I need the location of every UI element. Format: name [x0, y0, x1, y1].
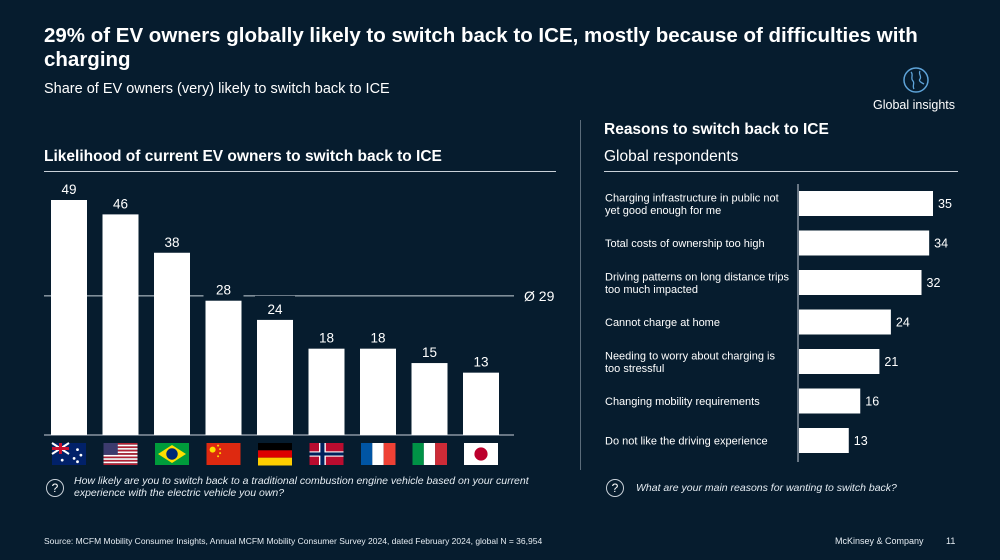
- question-icon: ?: [606, 479, 624, 497]
- reason-bar: [799, 349, 880, 374]
- reason-bar: [799, 388, 861, 414]
- bar-united-states: [102, 214, 139, 435]
- right-title-rule: [604, 171, 958, 172]
- flag-germany-icon: [258, 443, 292, 466]
- reason-label: Charging infrastructure in public not yet…: [605, 192, 779, 217]
- bar-brazil: [154, 252, 190, 435]
- value-label-bg: [409, 339, 450, 362]
- reason-label: Cannot charge at home: [605, 317, 720, 329]
- right-chart-title: Reasons to switch back to ICE: [604, 121, 829, 138]
- reason-bar: [799, 191, 933, 216]
- bar-value-label: 13: [473, 355, 488, 370]
- bar-italy: [411, 363, 448, 435]
- reason-value-label: 21: [884, 355, 898, 369]
- reason-label: Needing to worry about charging is too st…: [605, 350, 775, 375]
- value-label-bg: [203, 276, 244, 299]
- flag-norway-icon: [309, 443, 344, 465]
- value-label-bg: [358, 324, 398, 347]
- bar-value-label: 24: [267, 302, 283, 317]
- value-label-bg: [461, 348, 501, 371]
- bar-germany: [257, 319, 293, 435]
- reason-label: Changing mobility requirements: [605, 396, 760, 408]
- value-label-bg: [49, 176, 89, 198]
- bar-value-label: 28: [216, 283, 231, 298]
- globe-icon: [903, 67, 929, 93]
- page-title: 29% of EV owners globally likely to swit…: [44, 24, 918, 71]
- flag-japan-icon: [464, 443, 498, 465]
- flag-usa-icon: [103, 443, 138, 465]
- reason-value-label: 16: [865, 395, 879, 409]
- reason-value-label: 35: [938, 197, 952, 211]
- bar-france: [360, 348, 396, 435]
- bar-value-label: 18: [319, 331, 334, 346]
- global-insights-label: Global insights: [873, 98, 955, 112]
- left-chart-title: Likelihood of current EV owners to switc…: [44, 148, 442, 165]
- flag-brazil-icon: [155, 443, 189, 465]
- value-label-bg: [255, 295, 295, 318]
- flag-australia-icon: [51, 442, 86, 465]
- page-number: 11: [946, 536, 956, 546]
- bar-value-label: 49: [61, 182, 76, 197]
- value-label-bg: [152, 228, 192, 251]
- reason-label: Total costs of ownership too high: [605, 238, 765, 250]
- question-icon: ?: [46, 479, 64, 497]
- reason-label: Do not like the driving experience: [605, 436, 768, 448]
- source-note: Source: MCFM Mobility Consumer Insights,…: [44, 536, 543, 546]
- bar-norway: [308, 348, 345, 435]
- right-survey-question: What are your main reasons for wanting t…: [636, 482, 897, 494]
- reason-bar: [799, 309, 891, 335]
- reason-label: Driving patterns on long distance trips t…: [605, 271, 790, 296]
- bar-value-label: 46: [113, 196, 128, 211]
- brand-label: McKinsey & Company: [835, 536, 924, 546]
- reason-value-label: 24: [896, 316, 910, 330]
- bar-value-label: 38: [164, 235, 179, 250]
- bar-value-label: 18: [370, 331, 385, 346]
- page-subtitle: Share of EV owners (very) likely to swit…: [44, 81, 390, 97]
- flag-china-icon: [206, 443, 241, 465]
- bar-australia: [51, 200, 87, 435]
- reason-value-label: 32: [927, 276, 941, 290]
- panel-divider: [580, 120, 581, 470]
- right-chart-subtitle: Global respondents: [604, 148, 739, 165]
- left-title-rule: [44, 171, 556, 172]
- left-survey-question: How likely are you to switch back to a t…: [74, 475, 529, 499]
- value-label-bg: [306, 324, 347, 347]
- reason-bar: [799, 270, 922, 295]
- flag-italy-icon: [412, 443, 447, 465]
- value-label-bg: [100, 190, 141, 213]
- bar-japan: [463, 372, 499, 435]
- reason-bar: [799, 428, 849, 453]
- flag-france-icon: [361, 443, 396, 465]
- average-label: Ø 29: [524, 288, 555, 304]
- reason-bar: [799, 230, 930, 256]
- reason-value-label: 34: [934, 237, 948, 251]
- bar-value-label: 15: [422, 345, 437, 360]
- reason-value-label: 13: [854, 434, 868, 448]
- bar-china: [205, 300, 242, 435]
